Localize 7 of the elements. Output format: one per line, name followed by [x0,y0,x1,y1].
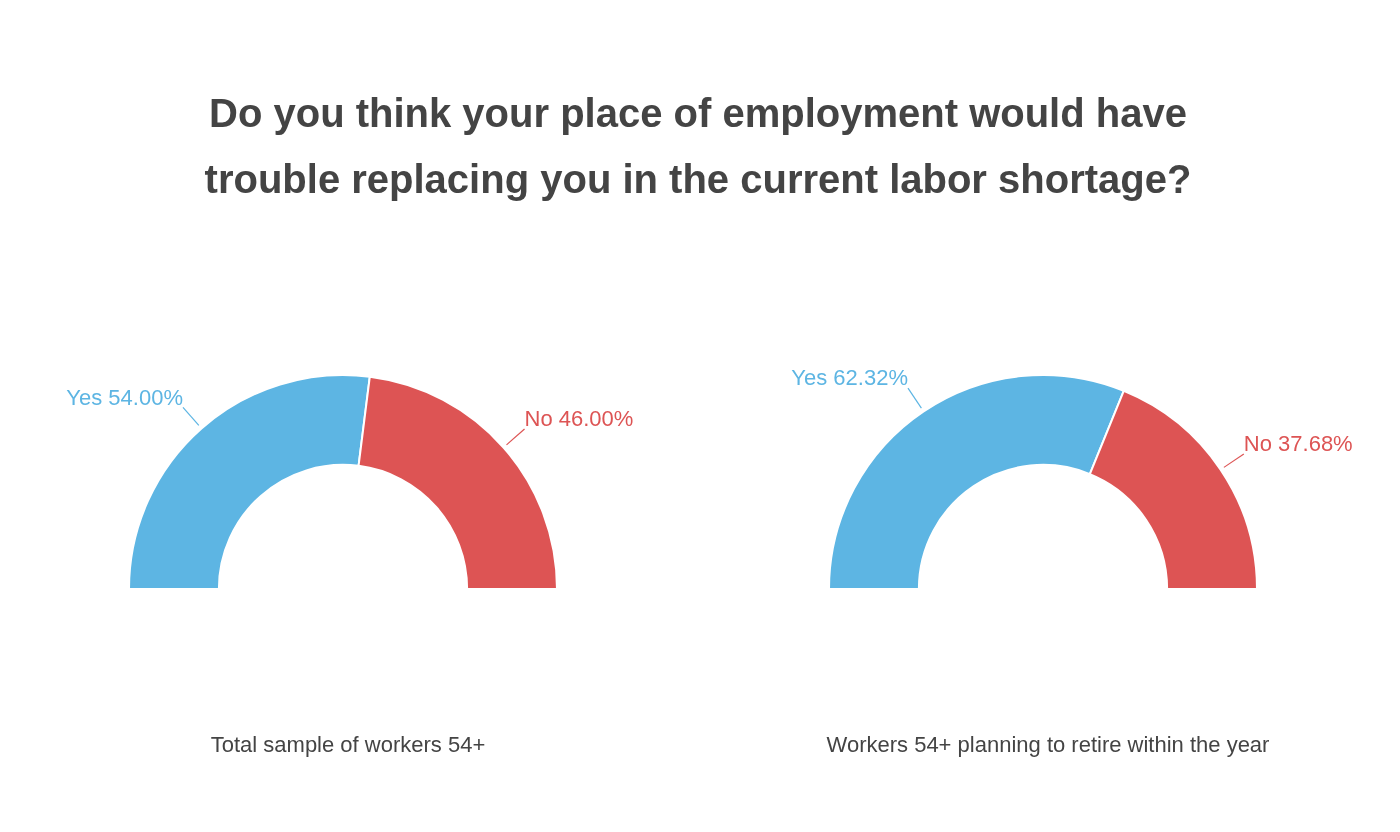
slice-label: No 46.00% [524,406,634,432]
text: Workers 54+ planning to retire within the year [826,732,1270,758]
slice-label: Yes 54.00% [66,384,183,410]
chart-title: Do you think your place of employment would have trouble replacing you in the current labor shortage? [203,90,1193,203]
slice-label: Yes 62.32% [791,365,908,391]
slice-label: No 37.68% [1243,431,1353,457]
text: Total sample of workers 54+ [210,732,486,758]
